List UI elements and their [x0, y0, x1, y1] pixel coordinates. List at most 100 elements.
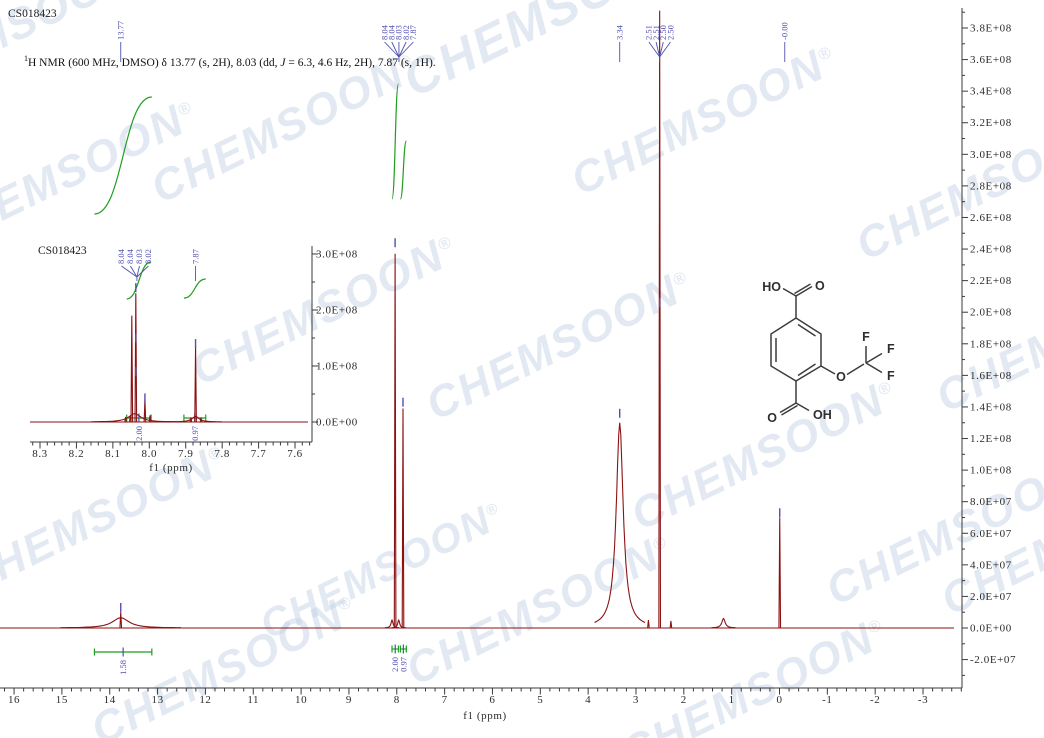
svg-text:15: 15: [56, 694, 68, 706]
svg-text:4.0E+07: 4.0E+07: [970, 559, 1012, 571]
svg-text:1.8E+08: 1.8E+08: [970, 338, 1012, 350]
svg-text:8.02: 8.02: [401, 25, 411, 40]
svg-text:-2: -2: [870, 694, 880, 706]
title-part1: H NMR (600 MHz, DMSO) δ 13.77 (s, 2H), 8…: [28, 56, 281, 69]
svg-text:2.0E+07: 2.0E+07: [970, 591, 1012, 603]
svg-text:6.0E+07: 6.0E+07: [970, 528, 1012, 540]
svg-text:2.2E+08: 2.2E+08: [970, 275, 1012, 287]
svg-text:4: 4: [585, 694, 591, 706]
svg-text:9: 9: [346, 694, 352, 706]
svg-text:11: 11: [247, 694, 259, 706]
main-peak-markers: [120, 238, 781, 612]
svg-text:2.0E+08: 2.0E+08: [316, 305, 358, 317]
svg-text:2.00: 2.00: [134, 426, 144, 441]
svg-text:12: 12: [199, 694, 211, 706]
svg-text:16: 16: [8, 694, 20, 706]
svg-text:2.8E+08: 2.8E+08: [970, 180, 1012, 192]
atom-label-f-top: F: [862, 330, 870, 344]
svg-text:2.50: 2.50: [665, 25, 675, 40]
title-superscript: 1: [24, 54, 28, 63]
svg-text:8.02: 8.02: [143, 249, 153, 264]
svg-text:2.0E+08: 2.0E+08: [970, 307, 1012, 319]
svg-text:0.0E+00: 0.0E+00: [970, 623, 1012, 635]
svg-text:8.2: 8.2: [69, 448, 85, 460]
svg-text:5: 5: [537, 694, 543, 706]
svg-text:2.4E+08: 2.4E+08: [970, 244, 1012, 256]
main-axes: [0, 8, 968, 695]
svg-text:1.0E+08: 1.0E+08: [970, 465, 1012, 477]
svg-text:14: 14: [104, 694, 116, 706]
svg-text:13.77: 13.77: [116, 21, 126, 40]
svg-text:-0.00: -0.00: [780, 22, 790, 40]
svg-text:1.4E+08: 1.4E+08: [970, 401, 1012, 413]
svg-text:7.7: 7.7: [251, 448, 267, 460]
svg-text:2.51: 2.51: [644, 25, 654, 40]
svg-text:2: 2: [681, 694, 687, 706]
svg-text:0.0E+00: 0.0E+00: [316, 417, 358, 429]
svg-text:13: 13: [151, 694, 163, 706]
svg-text:1: 1: [729, 694, 735, 706]
bond-lines: [770, 283, 883, 416]
main-axis-labels: 16 15 14 13 12 11 10 9 8 7 6 5 4 3 2 1 0 -1 -2 -3f1 (ppm)3.…: [8, 23, 1016, 723]
atom-label-o-bottom: O: [767, 411, 777, 425]
svg-text:1.2E+08: 1.2E+08: [970, 433, 1012, 445]
svg-text:6: 6: [489, 694, 495, 706]
main-spectrum-trace: [0, 10, 954, 629]
svg-text:8.03: 8.03: [394, 25, 404, 40]
svg-text:8.0: 8.0: [142, 448, 158, 460]
svg-text:8.04: 8.04: [379, 24, 389, 40]
svg-text:-1: -1: [822, 694, 832, 706]
inset-sample-id: CS018423: [38, 245, 87, 257]
svg-text:-2.0E+07: -2.0E+07: [970, 654, 1016, 666]
atom-label-f-right-upper: F: [887, 342, 895, 356]
svg-text:3.2E+08: 3.2E+08: [970, 117, 1012, 129]
atom-label-o-ether: O: [836, 370, 846, 384]
main-integrals: 1.58 2.00 0.97: [93, 83, 408, 675]
atom-label-o-top: O: [815, 279, 825, 293]
inset-plot: 8.3 8.2 8.1 8.0 7.9 7.8 7.7 7.6 f1 (ppm) 3.0E+08 2…: [30, 245, 358, 474]
svg-text:7.87: 7.87: [190, 249, 200, 264]
atom-label-oh: OH: [813, 408, 832, 422]
svg-text:8.03: 8.03: [134, 249, 144, 264]
svg-text:3.8E+08: 3.8E+08: [970, 23, 1012, 35]
svg-text:3.0E+08: 3.0E+08: [316, 249, 358, 261]
svg-text:8.3: 8.3: [32, 448, 48, 460]
svg-text:10: 10: [295, 694, 307, 706]
svg-text:0.97: 0.97: [190, 426, 200, 441]
svg-text:3.0E+08: 3.0E+08: [970, 149, 1012, 161]
svg-text:7: 7: [442, 694, 448, 706]
svg-text:8.1: 8.1: [105, 448, 121, 460]
main-plot: 16 15 14 13 12 11 10 9 8 7 6 5 4 3 2 1 0 -1 -2 -3f1 (ppm)3.…: [0, 8, 1016, 722]
title-j-symbol: J: [280, 56, 286, 69]
svg-text:1.0E+08: 1.0E+08: [316, 361, 358, 373]
svg-text:7.87: 7.87: [408, 25, 418, 40]
svg-text:8.04: 8.04: [125, 248, 135, 264]
svg-text:2.50: 2.50: [658, 25, 668, 40]
svg-text:8.04: 8.04: [387, 24, 397, 40]
svg-text:3: 3: [633, 694, 639, 706]
svg-text:0.97: 0.97: [398, 657, 408, 672]
inset-integrals: 2.00 0.97: [126, 261, 207, 441]
svg-text:0: 0: [776, 694, 782, 706]
svg-text:3.4E+08: 3.4E+08: [970, 86, 1012, 98]
svg-text:7.6: 7.6: [287, 448, 303, 460]
svg-text:7.9: 7.9: [178, 448, 194, 460]
svg-text:3.6E+08: 3.6E+08: [970, 54, 1012, 66]
svg-text:3.34: 3.34: [615, 24, 625, 40]
svg-text:1.6E+08: 1.6E+08: [970, 370, 1012, 382]
inset-peak-labels: 8.04 8.04 8.03 8.02 7.87: [116, 248, 200, 281]
svg-text:-3: -3: [918, 694, 928, 706]
inset-spectrum-trace: [30, 293, 308, 423]
svg-text:7.8: 7.8: [214, 448, 230, 460]
svg-text:2.51: 2.51: [651, 25, 661, 40]
atom-label-ho: HO: [762, 280, 781, 294]
atom-label-f-right-lower: F: [887, 369, 895, 383]
svg-text:f1 (ppm): f1 (ppm): [463, 710, 507, 722]
svg-text:2.6E+08: 2.6E+08: [970, 212, 1012, 224]
svg-text:8: 8: [394, 694, 400, 706]
svg-text:8.0E+07: 8.0E+07: [970, 496, 1012, 508]
svg-text:1.58: 1.58: [118, 660, 128, 675]
inset-peak-markers: [135, 283, 197, 403]
